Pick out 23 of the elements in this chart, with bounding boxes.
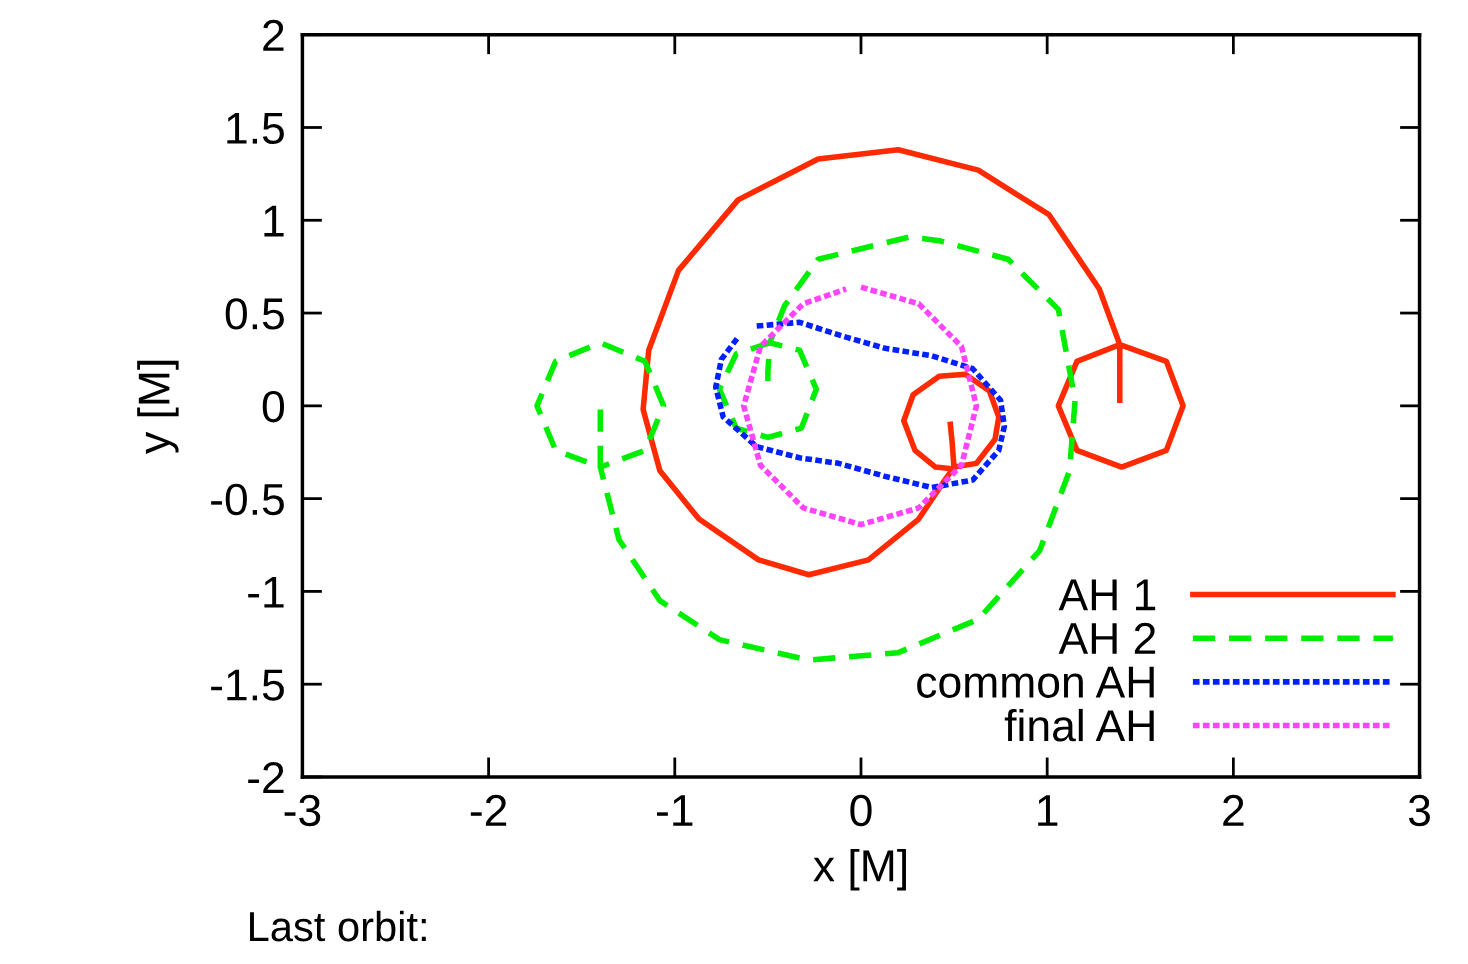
text: Last orbit: — [250, 910, 426, 942]
x-axis-title: x [M] — [813, 848, 906, 891]
legend-label: final AH — [1004, 708, 1154, 742]
y-tick-label: 2 — [263, 19, 284, 51]
y-tick-label: -1.5 — [211, 669, 284, 701]
x-tick-label: 1 — [1038, 795, 1058, 826]
x-tick-label: 2 — [1223, 794, 1244, 826]
y-tick-label: 0 — [262, 390, 285, 423]
y-tick-label: 1 — [264, 205, 284, 237]
x-tick-label: -3 — [284, 794, 321, 827]
legend-label: AH 2 — [1058, 622, 1156, 654]
y-tick-label: 0.5 — [225, 298, 284, 330]
x-tick-label: 0 — [850, 794, 872, 827]
y-tick-label: -0.5 — [211, 483, 284, 516]
y-tick-label: -2 — [248, 762, 284, 794]
y-tick-label: 1.5 — [227, 113, 284, 145]
legend-label: common AH — [917, 666, 1154, 698]
x-tick-label: 3 — [1408, 794, 1430, 827]
y-tick-label: -1 — [248, 576, 284, 608]
x-tick-label: -1 — [657, 795, 693, 826]
y-axis-title: y [M] — [137, 360, 179, 454]
legend-label: AH 1 — [1058, 579, 1156, 611]
x-tick-label: -2 — [470, 794, 507, 826]
